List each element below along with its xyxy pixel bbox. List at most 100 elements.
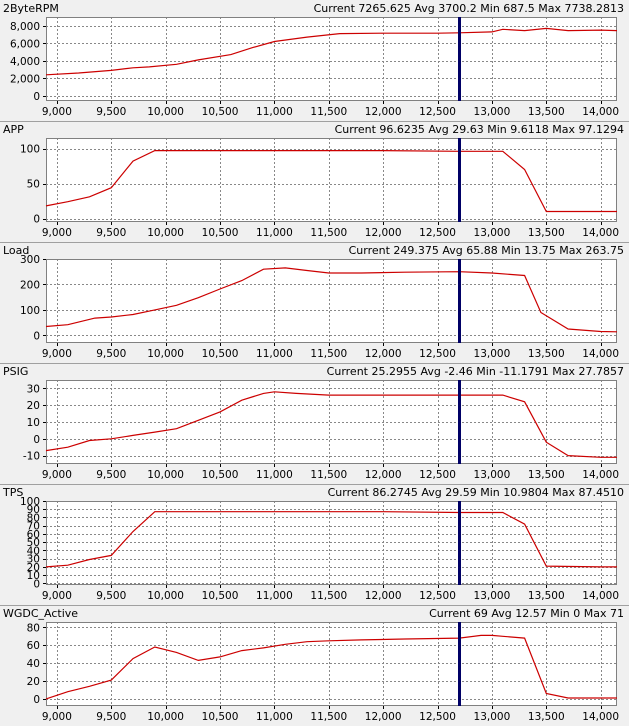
x-tick-label: 9,000 [42,590,72,602]
plot-frame [46,138,617,222]
plot-frame [46,380,617,464]
plot-frame [46,259,617,343]
y-tick-label: 0 [33,214,40,226]
chart-stats: Current 86.2745 Avg 29.59 Min 10.9804 Ma… [327,486,624,499]
y-tick-label: 80 [27,512,40,524]
y-tick-label: 80 [27,622,40,634]
x-tick-label: 10,500 [202,711,239,723]
chart-panel-load: 9,000 9,500 10,000 10,500 11,000 11,500 12,000… [0,242,629,363]
y-tick-label: 0 [33,434,40,446]
x-tick-label: 11,500 [310,469,347,481]
x-tick-label: 9,000 [42,711,72,723]
y-tick-label: 0 [33,91,40,103]
y-tick-label: 100 [20,305,40,317]
x-tick-label: 10,000 [147,106,184,118]
series-line [45,150,617,213]
y-tick-label: 10 [27,570,40,582]
x-tick-label: 13,000 [474,106,511,118]
chart-title: 2ByteRPM [3,2,59,15]
plot-svg: 9,000 9,500 10,000 10,500 11,000 11,500 12,000… [27,622,619,723]
x-tick-label: 9,000 [42,106,72,118]
chart-stats: Current 69 Avg 12.57 Min 0 Max 71 [429,607,624,620]
chart-stats: Current 25.2955 Avg -2.46 Min -11.1791 M… [326,365,624,378]
chart-panel-wgdc: 9,000 9,500 10,000 10,500 11,000 11,500 12,000… [0,605,629,726]
series-line [45,27,618,76]
x-tick-label: 9,500 [96,348,126,360]
y-tick-label: 100 [20,496,40,508]
y-tick-label: 30 [27,554,40,566]
x-tick-label: 9,500 [96,711,126,723]
x-tick-label: 12,500 [419,106,456,118]
panel-divider [0,363,629,364]
x-tick-label: 12,500 [419,227,456,239]
x-tick-label: 9,000 [42,227,72,239]
panel-divider [0,242,629,243]
y-tick-label: 20 [27,562,40,574]
x-tick-label: 14,000 [582,469,619,481]
x-tick-label: 10,000 [147,590,184,602]
x-tick-label: 12,000 [365,348,402,360]
y-tick-label: 20 [27,676,40,688]
chart-panel-tps: 9,000 9,500 10,000 10,500 11,000 11,500 12,000… [0,484,629,605]
x-tick-label: 13,500 [528,590,565,602]
x-tick-label: 9,000 [42,348,72,360]
y-tick-label: 90 [27,504,40,516]
x-tick-label: 10,500 [202,469,239,481]
x-tick-label: 11,500 [310,348,347,360]
x-tick-label: 12,000 [365,106,402,118]
x-tick-label: 10,000 [147,711,184,723]
y-tick-label: 0 [33,330,40,342]
panel-divider [0,121,629,122]
x-tick-label: 14,000 [582,106,619,118]
plot-area [46,138,617,222]
y-tick-label: 4,000 [10,56,40,68]
x-tick-label: 11,500 [310,590,347,602]
y-tick-label: 70 [27,521,40,533]
x-tick-label: 10,000 [147,348,184,360]
chart-title: PSIG [3,365,29,378]
y-tick-label: 50 [27,537,40,549]
x-tick-label: 10,000 [147,227,184,239]
y-tick-label: 2,000 [10,73,40,85]
x-tick-label: 12,000 [365,469,402,481]
x-tick-label: 11,500 [310,711,347,723]
y-tick-label: 40 [27,658,40,670]
x-tick-label: 10,500 [202,348,239,360]
y-tick-label: -10 [23,451,40,463]
x-tick-label: 14,000 [582,711,619,723]
x-tick-label: 14,000 [582,348,619,360]
x-tick-label: 12,000 [365,590,402,602]
y-tick-label: 50 [27,179,40,191]
y-tick-label: 300 [20,254,40,266]
x-tick-label: 11,000 [256,469,293,481]
x-tick-label: 13,000 [474,227,511,239]
y-tick-label: 0 [33,694,40,706]
y-tick-label: 60 [27,529,40,541]
x-tick-label: 9,500 [96,227,126,239]
chart-stats: Current 96.6235 Avg 29.63 Min 9.6118 Max… [334,123,624,136]
x-tick-label: 9,500 [96,106,126,118]
series-line [45,511,617,568]
x-tick-label: 11,000 [256,711,293,723]
x-tick-label: 11,000 [256,106,293,118]
y-tick-label: 60 [27,640,40,652]
plot-svg: 9,000 9,500 10,000 10,500 11,000 11,500 12,000… [20,138,619,239]
x-tick-label: 12,000 [365,227,402,239]
y-tick-label: 30 [27,383,40,395]
chart-panel-rpm: 9,000 9,500 10,000 10,500 11,000 11,500 12,000… [0,0,629,121]
x-tick-label: 12,000 [365,711,402,723]
x-tick-label: 11,500 [310,106,347,118]
x-tick-label: 13,000 [474,348,511,360]
x-tick-label: 13,000 [474,711,511,723]
series-line [45,391,617,458]
y-tick-label: 0 [33,578,40,590]
series-line [45,634,617,700]
panel-divider [0,484,629,485]
x-tick-label: 13,500 [528,711,565,723]
plot-frame [46,622,617,706]
x-tick-label: 12,500 [419,590,456,602]
x-tick-label: 14,000 [582,590,619,602]
y-tick-label: 200 [20,279,40,291]
series-line [45,267,618,333]
y-tick-label: 40 [27,545,40,557]
